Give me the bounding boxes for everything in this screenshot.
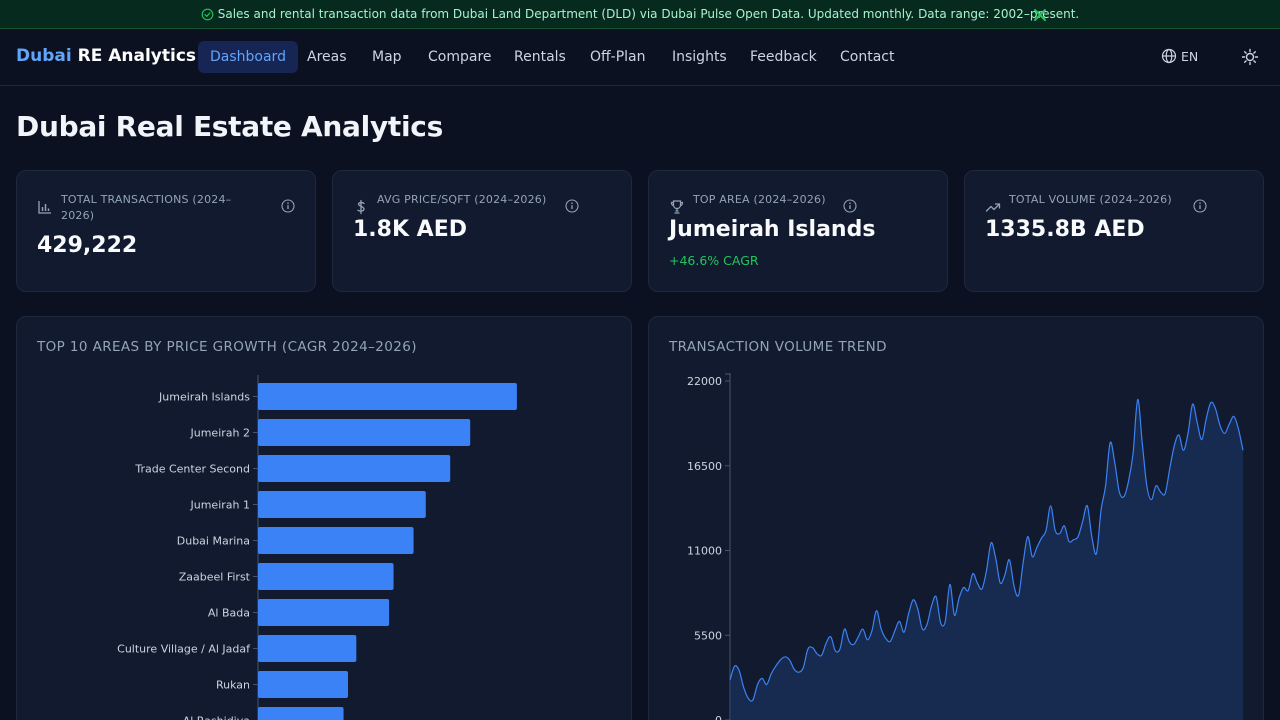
info-icon[interactable] [1193, 199, 1207, 213]
bar-category-label: Jumeirah 1 [190, 499, 251, 512]
nav-areas[interactable]: Areas [307, 49, 347, 65]
nav-feedback[interactable]: Feedback [750, 49, 817, 65]
volume-chart-title: Transaction Volume Trend [669, 339, 887, 355]
growth-bar[interactable] [258, 599, 390, 626]
page-title: Dubai Real Estate Analytics [16, 110, 443, 143]
language-selector[interactable]: EN [1161, 48, 1198, 64]
growth-bar[interactable] [258, 527, 414, 554]
banner-text: Sales and rental transaction data from D… [217, 7, 1080, 21]
nav-compare[interactable]: Compare [428, 49, 492, 65]
growth-bar[interactable] [258, 455, 451, 482]
kpi-card-total-volume: Total Volume (2024–2026) 1335.8B AED [964, 170, 1264, 292]
growth-chart-panel: Top 10 Areas by Price Growth (CAGR 2024–… [16, 316, 632, 720]
sun-icon[interactable] [1241, 48, 1259, 66]
kpi-label: Total Transactions (2024–2026) [61, 193, 232, 222]
bar-category-label: Dubai Marina [177, 535, 250, 548]
nav-contact[interactable]: Contact [840, 49, 895, 65]
growth-bar[interactable] [258, 491, 426, 518]
kpi-value: 429,222 [37, 233, 138, 258]
brand-logo[interactable]: Dubai RE Analytics [16, 46, 196, 66]
growth-bar[interactable] [258, 419, 471, 446]
top-navbar: Dubai RE Analytics Dashboard Areas Map C… [0, 29, 1280, 86]
bar-category-label: Culture Village / Al Jadaf [117, 643, 251, 656]
growth-bar-chart: Jumeirah Islands Jumeirah 2 Trade Center S… [117, 375, 517, 720]
growth-bar[interactable] [258, 563, 394, 590]
nav-map[interactable]: Map [372, 49, 402, 65]
globe-icon [1161, 48, 1177, 64]
y-tick-label: 0 [715, 714, 722, 720]
volume-area-chart: 0 5500 11000 16500 22000 [687, 373, 1244, 720]
nav-dashboard[interactable]: Dashboard [198, 41, 298, 73]
kpi-card-total-transactions: Total Transactions (2024–2026) 429,222 [16, 170, 316, 292]
brand-accent: Dubai [16, 46, 72, 66]
info-icon[interactable] [565, 199, 579, 213]
kpi-card-top-area: Top Area (2024–2026) Jumeirah Islands +4… [648, 170, 948, 292]
info-icon[interactable] [281, 199, 295, 213]
growth-bar[interactable] [258, 707, 344, 720]
bar-category-label: Zaabeel First [179, 571, 251, 584]
y-tick-label: 5500 [694, 629, 722, 642]
nav-off-plan[interactable]: Off-Plan [590, 49, 646, 65]
kpi-label: Avg Price/SQFT (2024–2026) [377, 193, 547, 206]
kpi-cagr-badge: +46.6% CAGR [669, 253, 759, 268]
kpi-value: Jumeirah Islands [669, 217, 876, 242]
bar-chart-icon [38, 201, 51, 214]
bar-category-label: Jumeirah Islands [158, 391, 250, 404]
bar-category-label: Al Rashidiya [183, 715, 250, 720]
kpi-label: Total Volume (2024–2026) [1009, 193, 1172, 206]
kpi-card-avg-price: Avg Price/SQFT (2024–2026) 1.8K AED [332, 170, 632, 292]
bar-category-label: Rukan [216, 679, 250, 692]
brand-suffix: RE Analytics [71, 46, 197, 66]
growth-bar[interactable] [258, 635, 357, 662]
growth-chart-title: Top 10 Areas by Price Growth (CAGR 2024–… [37, 339, 417, 355]
bar-category-label: Trade Center Second [134, 463, 250, 476]
growth-bar[interactable] [258, 383, 517, 410]
y-tick-label: 11000 [687, 545, 722, 558]
check-circle-icon [201, 8, 214, 20]
close-icon[interactable] [1031, 6, 1049, 24]
volume-chart-panel: Transaction Volume Trend 0 5500 11000 16500… [648, 316, 1264, 720]
bar-category-label: Al Bada [208, 607, 250, 620]
y-tick-label: 16500 [687, 460, 722, 473]
language-label: EN [1181, 48, 1199, 64]
kpi-label: Top Area (2024–2026) [693, 193, 826, 206]
info-banner: Sales and rental transaction data from D… [0, 0, 1280, 29]
trending-up-icon [985, 203, 1001, 212]
volume-series-line[interactable] [729, 398, 1244, 702]
trophy-icon [670, 200, 684, 214]
nav-insights[interactable]: Insights [672, 49, 727, 65]
kpi-value: 1335.8B AED [985, 217, 1145, 242]
y-tick-label: 22000 [687, 375, 722, 388]
dollar-icon [357, 199, 365, 215]
growth-bar[interactable] [258, 671, 348, 698]
info-icon[interactable] [843, 199, 857, 213]
volume-area-fill [730, 399, 1243, 720]
bar-category-label: Jumeirah 2 [190, 427, 251, 440]
nav-rentals[interactable]: Rentals [514, 49, 566, 65]
kpi-value: 1.8K AED [353, 217, 467, 242]
